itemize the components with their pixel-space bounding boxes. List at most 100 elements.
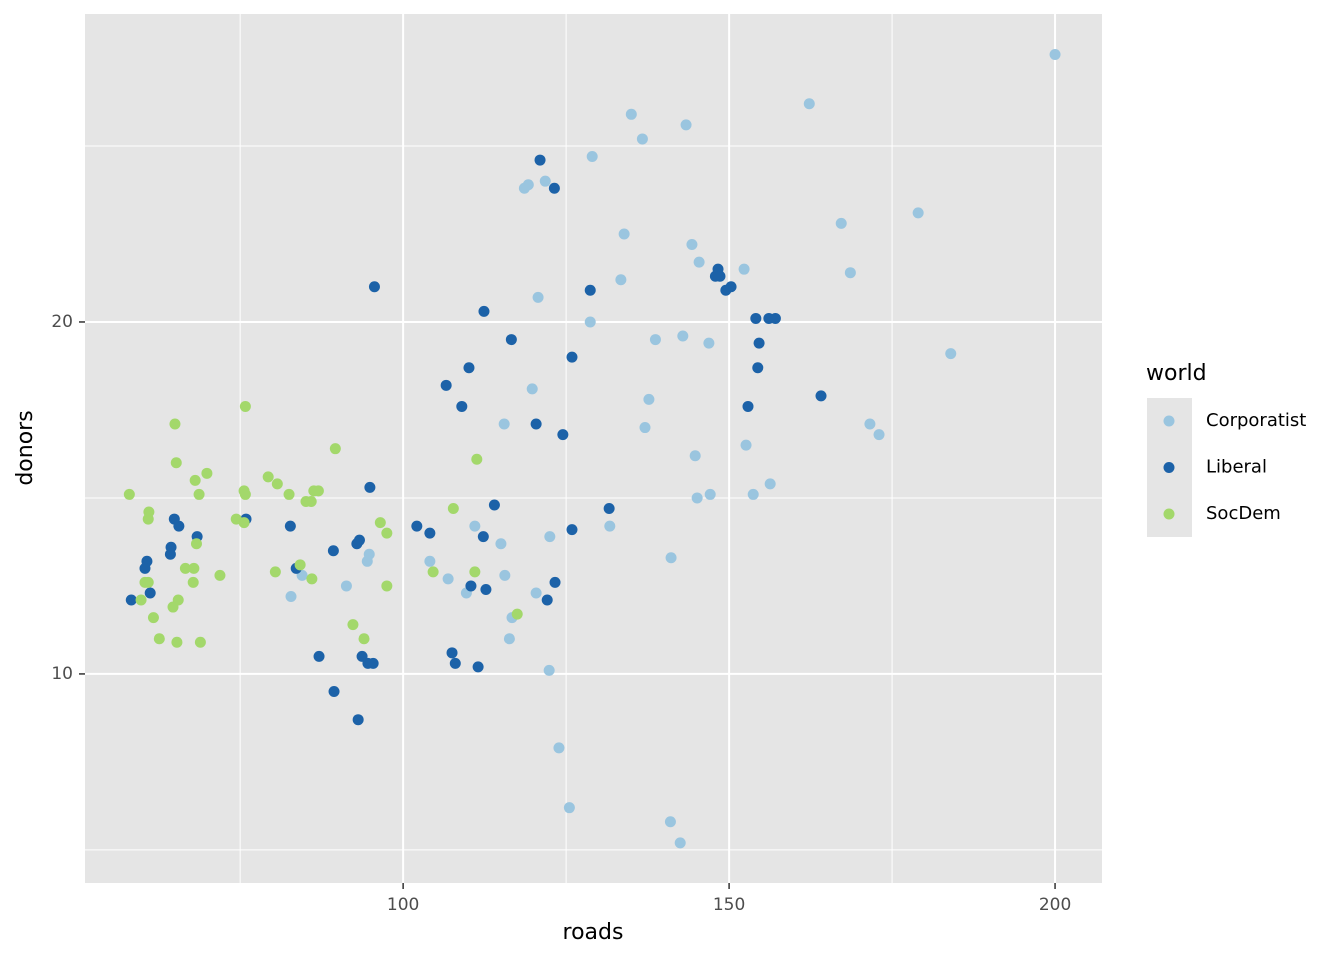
point — [440, 379, 452, 391]
point — [603, 503, 615, 515]
point — [446, 647, 458, 659]
point — [738, 263, 750, 275]
point — [442, 573, 454, 585]
point — [271, 478, 283, 490]
point — [135, 594, 147, 606]
y-tick-label: 20 — [51, 312, 73, 332]
point — [164, 548, 176, 560]
point — [269, 566, 281, 578]
point — [530, 587, 542, 599]
point — [541, 594, 553, 606]
point — [539, 175, 551, 187]
point — [480, 583, 492, 595]
point — [649, 334, 661, 346]
point — [374, 517, 386, 529]
point — [753, 337, 765, 349]
point — [674, 837, 686, 849]
point — [499, 569, 511, 581]
point — [689, 450, 701, 462]
point — [680, 119, 692, 131]
point — [313, 650, 325, 662]
point — [361, 555, 373, 567]
point — [449, 657, 461, 669]
point — [742, 400, 754, 412]
point — [750, 312, 762, 324]
x-axis-title: roads — [563, 920, 624, 945]
point — [351, 538, 363, 550]
point — [665, 552, 677, 564]
point — [566, 351, 578, 363]
point — [636, 133, 648, 145]
point — [262, 471, 274, 483]
point — [214, 569, 226, 581]
point — [463, 362, 475, 374]
point — [704, 488, 716, 500]
point — [498, 418, 510, 430]
point — [563, 802, 575, 814]
point — [170, 457, 182, 469]
point — [586, 151, 598, 163]
x-tick-label: 200 — [1039, 895, 1071, 915]
point — [477, 531, 489, 543]
point — [873, 429, 885, 441]
point — [835, 217, 847, 229]
point — [511, 608, 523, 620]
point — [456, 400, 468, 412]
point — [691, 492, 703, 504]
point — [584, 284, 596, 296]
point — [125, 594, 137, 606]
y-axis-title: donors — [13, 410, 38, 485]
point — [139, 576, 151, 588]
point — [503, 633, 515, 645]
point — [1049, 48, 1061, 60]
point — [328, 686, 340, 698]
point — [505, 334, 517, 346]
point — [549, 576, 561, 588]
point — [193, 488, 205, 500]
point — [171, 636, 183, 648]
point — [352, 714, 364, 726]
point — [469, 520, 481, 532]
point — [367, 657, 379, 669]
legend-title: world — [1146, 361, 1207, 386]
point — [465, 580, 477, 592]
point — [472, 661, 484, 673]
point — [424, 555, 436, 567]
point — [639, 422, 651, 434]
point — [815, 390, 827, 402]
point — [584, 316, 596, 328]
legend: world Corporatist Liberal SocDem — [1146, 361, 1306, 537]
point — [312, 485, 324, 497]
point — [557, 429, 569, 441]
point — [844, 267, 856, 279]
points — [123, 48, 1061, 849]
panel — [85, 14, 1102, 883]
point — [544, 531, 556, 543]
point — [123, 488, 135, 500]
point — [553, 742, 565, 754]
point — [358, 633, 370, 645]
point — [447, 503, 459, 515]
x-tick-label: 100 — [387, 895, 419, 915]
point — [167, 601, 179, 613]
grid — [85, 14, 1102, 883]
point — [488, 499, 500, 511]
point — [238, 517, 250, 529]
point — [364, 481, 376, 493]
point — [153, 633, 165, 645]
y-tick-label: 10 — [51, 664, 73, 684]
point — [764, 478, 776, 490]
point — [239, 488, 251, 500]
point — [769, 312, 781, 324]
point — [664, 816, 676, 828]
point — [615, 274, 627, 286]
point — [720, 284, 732, 296]
point — [471, 453, 483, 465]
point — [144, 587, 156, 599]
legend-label: SocDem — [1206, 503, 1281, 524]
point — [747, 488, 759, 500]
point — [566, 524, 578, 536]
legend-label: Corporatist — [1206, 410, 1306, 431]
point — [190, 538, 202, 550]
